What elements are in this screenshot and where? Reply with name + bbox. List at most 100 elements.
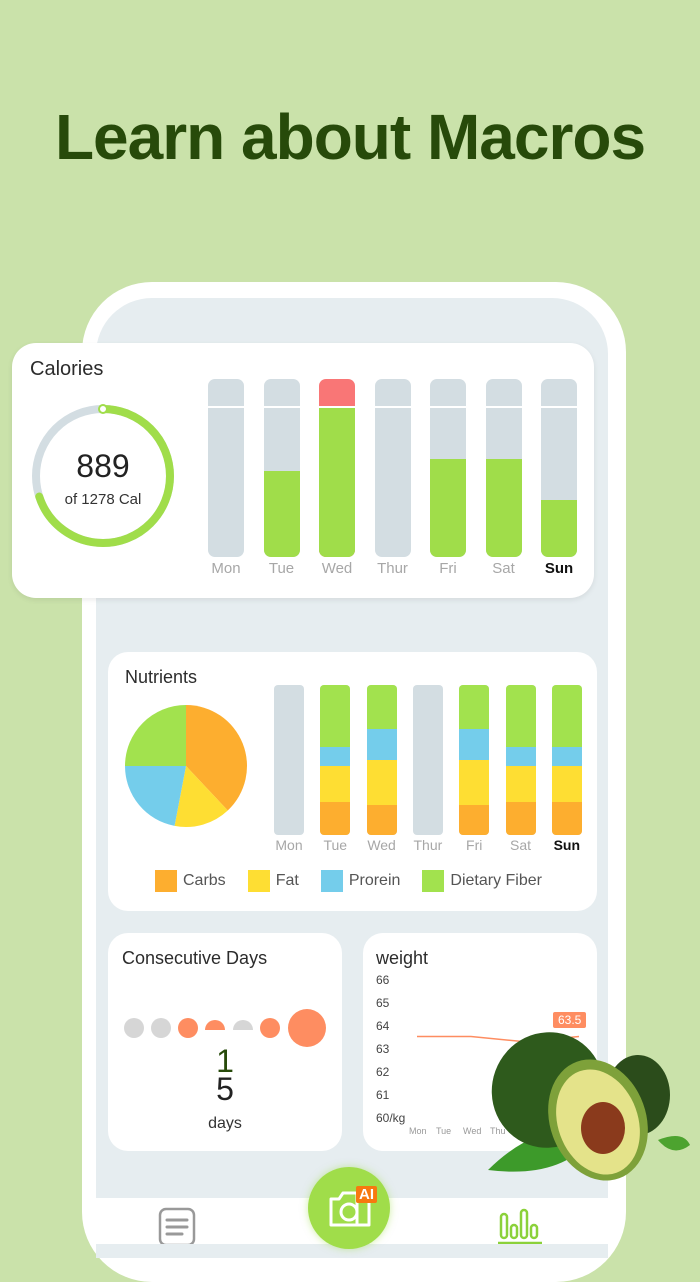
calorie-bar-mon[interactable] [208, 379, 244, 557]
nutrient-bar-sat[interactable] [505, 685, 536, 835]
calorie-bar-tue[interactable] [263, 379, 300, 557]
nutrient-bar-tue[interactable] [320, 685, 351, 835]
notes-icon[interactable] [158, 1206, 196, 1244]
pie-slice-dietary-fiber [125, 705, 186, 766]
streak-digit-top: 1 [216, 1043, 234, 1079]
legend-fat: Fat [247, 870, 299, 892]
legend-carbs: Carbs [155, 870, 226, 892]
weight-latest-label: 63.5 [553, 1012, 587, 1028]
nutrient-day-label: Thur [413, 837, 443, 853]
calorie-bar-sun[interactable] [541, 379, 577, 557]
nutrient-segment [505, 685, 536, 747]
nutrient-segment [320, 766, 351, 802]
goal-line [374, 406, 411, 408]
calorie-ring [32, 404, 174, 547]
nutrient-segment [459, 805, 490, 835]
nutrients-pie [125, 705, 247, 827]
nutrient-day-label: Wed [367, 837, 396, 853]
calorie-bar-fri[interactable] [430, 379, 466, 557]
calorie-day-label: Thur [377, 560, 408, 577]
nutrient-segment [320, 685, 351, 747]
nutrient-segment [505, 766, 536, 802]
nutrient-day-label: Tue [323, 837, 348, 853]
calorie-day-label: Sun [544, 560, 574, 577]
weight-x-tick: Thu [490, 1126, 506, 1136]
calories-card[interactable]: Calories 889 of 1278 Cal Mon Tue Wed Thur Fr… [12, 343, 594, 598]
nutrient-day-label: Mon [275, 837, 303, 853]
calories-goal: of 1278 Cal [64, 491, 142, 508]
calorie-fill [319, 408, 355, 557]
nutrients-title: Nutrients [125, 667, 198, 687]
nutrient-segment [551, 766, 582, 802]
streak-title: Consecutive Days [122, 948, 268, 968]
nutrient-segment [459, 728, 490, 760]
calorie-bar-wed[interactable] [319, 379, 355, 557]
nutrient-segment [320, 802, 351, 835]
goal-line [485, 406, 522, 408]
goal-line [319, 406, 355, 408]
weight-y-tick: 61 [376, 1088, 390, 1102]
nutrient-segment [366, 805, 397, 835]
streak-digit-bottom: 5 [216, 1071, 234, 1107]
calorie-fill [485, 458, 522, 557]
calorie-day-label: Wed [321, 560, 353, 577]
weight-x-tick: Wed [463, 1126, 482, 1136]
nutrient-segment [320, 746, 351, 766]
calories-title: Calories [30, 358, 104, 380]
calorie-day-label: Mon [211, 560, 241, 577]
nutrient-day-label: Sun [553, 837, 581, 853]
streak-card[interactable]: Consecutive Days 1 5 days [108, 933, 342, 1151]
nutrient-bar-thur[interactable] [412, 685, 443, 835]
weight-y-tick: 65 [376, 996, 390, 1010]
pie-slice-prorein [125, 766, 186, 826]
weight-title: weight [376, 948, 429, 968]
nutrient-day-label: Sat [509, 837, 531, 853]
calorie-fill [541, 500, 577, 557]
nutrient-bar-mon[interactable] [274, 685, 304, 835]
goal-line [208, 406, 244, 408]
calorie-day-label: Sat [492, 560, 515, 577]
nutrient-bar-wed[interactable] [366, 685, 397, 835]
goal-line [263, 406, 300, 408]
calorie-bar-thur[interactable] [374, 379, 411, 557]
weight-y-tick: 64 [376, 1019, 390, 1033]
nutrient-segment [505, 746, 536, 766]
streak-dots [124, 1009, 326, 1047]
weight-y-tick: 63 [376, 1042, 390, 1056]
weight-x-tick: Mon [409, 1126, 427, 1136]
nutrient-segment [366, 728, 397, 760]
headline: Learn about Macros [54, 101, 646, 173]
nutrient-segment [551, 685, 582, 747]
stats-icon[interactable] [498, 1208, 542, 1244]
calorie-fill [430, 458, 466, 557]
nutrient-segment [551, 746, 582, 766]
pie-slice-carbs [186, 705, 247, 811]
ai-badge: AI [356, 1186, 377, 1203]
calorie-bar-sat[interactable] [485, 379, 522, 557]
nutrient-segment [366, 685, 397, 729]
goal-line [541, 406, 577, 408]
legend-fiber: Dietary Fiber [422, 870, 542, 892]
calorie-fill [263, 470, 300, 557]
avocado-image [488, 1032, 690, 1181]
legend-protein: Prorein [320, 870, 400, 892]
streak-unit: days [208, 1115, 242, 1132]
nutrient-bar-fri[interactable] [459, 685, 490, 835]
calories-value: 889 [76, 448, 130, 484]
nutrient-day-label: Fri [466, 837, 483, 853]
calorie-day-label: Tue [268, 560, 295, 577]
nutrient-segment [459, 685, 490, 729]
nutrient-segment [551, 802, 582, 835]
nutrient-segment [459, 760, 490, 805]
weight-y-tick: 60/kg [376, 1111, 406, 1125]
weight-x-tick: Tue [436, 1126, 452, 1136]
calorie-day-label: Fri [439, 560, 457, 577]
nutrient-segment [505, 802, 536, 835]
nutrient-segment [366, 760, 397, 805]
pie-slice-fat [174, 766, 228, 827]
nutrient-bar-sun[interactable] [551, 685, 582, 835]
goal-line [430, 406, 466, 408]
weight-y-tick: 62 [376, 1065, 390, 1079]
camera-ai-button[interactable]: AI [308, 1167, 390, 1249]
nutrients-card[interactable]: Nutrients Mon Tue Wed Thur Fri Sat Sun [108, 652, 597, 911]
